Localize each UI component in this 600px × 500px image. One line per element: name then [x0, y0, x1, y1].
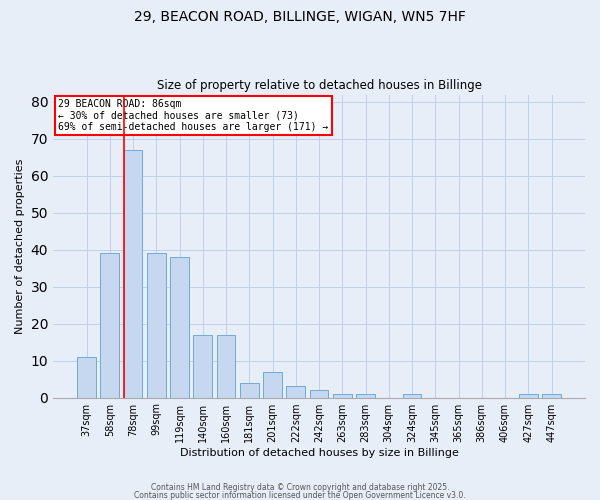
Bar [519, 394, 538, 398]
Text: 29, BEACON ROAD, BILLINGE, WIGAN, WN5 7HF: 29, BEACON ROAD, BILLINGE, WIGAN, WN5 7H… [134, 10, 466, 24]
X-axis label: Distribution of detached houses by size in Billinge: Distribution of detached houses by size … [179, 448, 458, 458]
Bar [403, 394, 421, 398]
Bar [240, 383, 259, 398]
Bar [263, 372, 282, 398]
Title: Size of property relative to detached houses in Billinge: Size of property relative to detached ho… [157, 79, 482, 92]
Bar [217, 335, 235, 398]
Y-axis label: Number of detached properties: Number of detached properties [15, 158, 25, 334]
Bar [542, 394, 561, 398]
Bar [286, 386, 305, 398]
Text: 29 BEACON ROAD: 86sqm
← 30% of detached houses are smaller (73)
69% of semi-deta: 29 BEACON ROAD: 86sqm ← 30% of detached … [58, 99, 329, 132]
Bar [356, 394, 375, 398]
Bar [170, 257, 189, 398]
Bar [77, 357, 96, 398]
Bar [333, 394, 352, 398]
Bar [193, 335, 212, 398]
Text: Contains HM Land Registry data © Crown copyright and database right 2025.: Contains HM Land Registry data © Crown c… [151, 484, 449, 492]
Text: Contains public sector information licensed under the Open Government Licence v3: Contains public sector information licen… [134, 490, 466, 500]
Bar [147, 254, 166, 398]
Bar [310, 390, 328, 398]
Bar [124, 150, 142, 398]
Bar [100, 254, 119, 398]
